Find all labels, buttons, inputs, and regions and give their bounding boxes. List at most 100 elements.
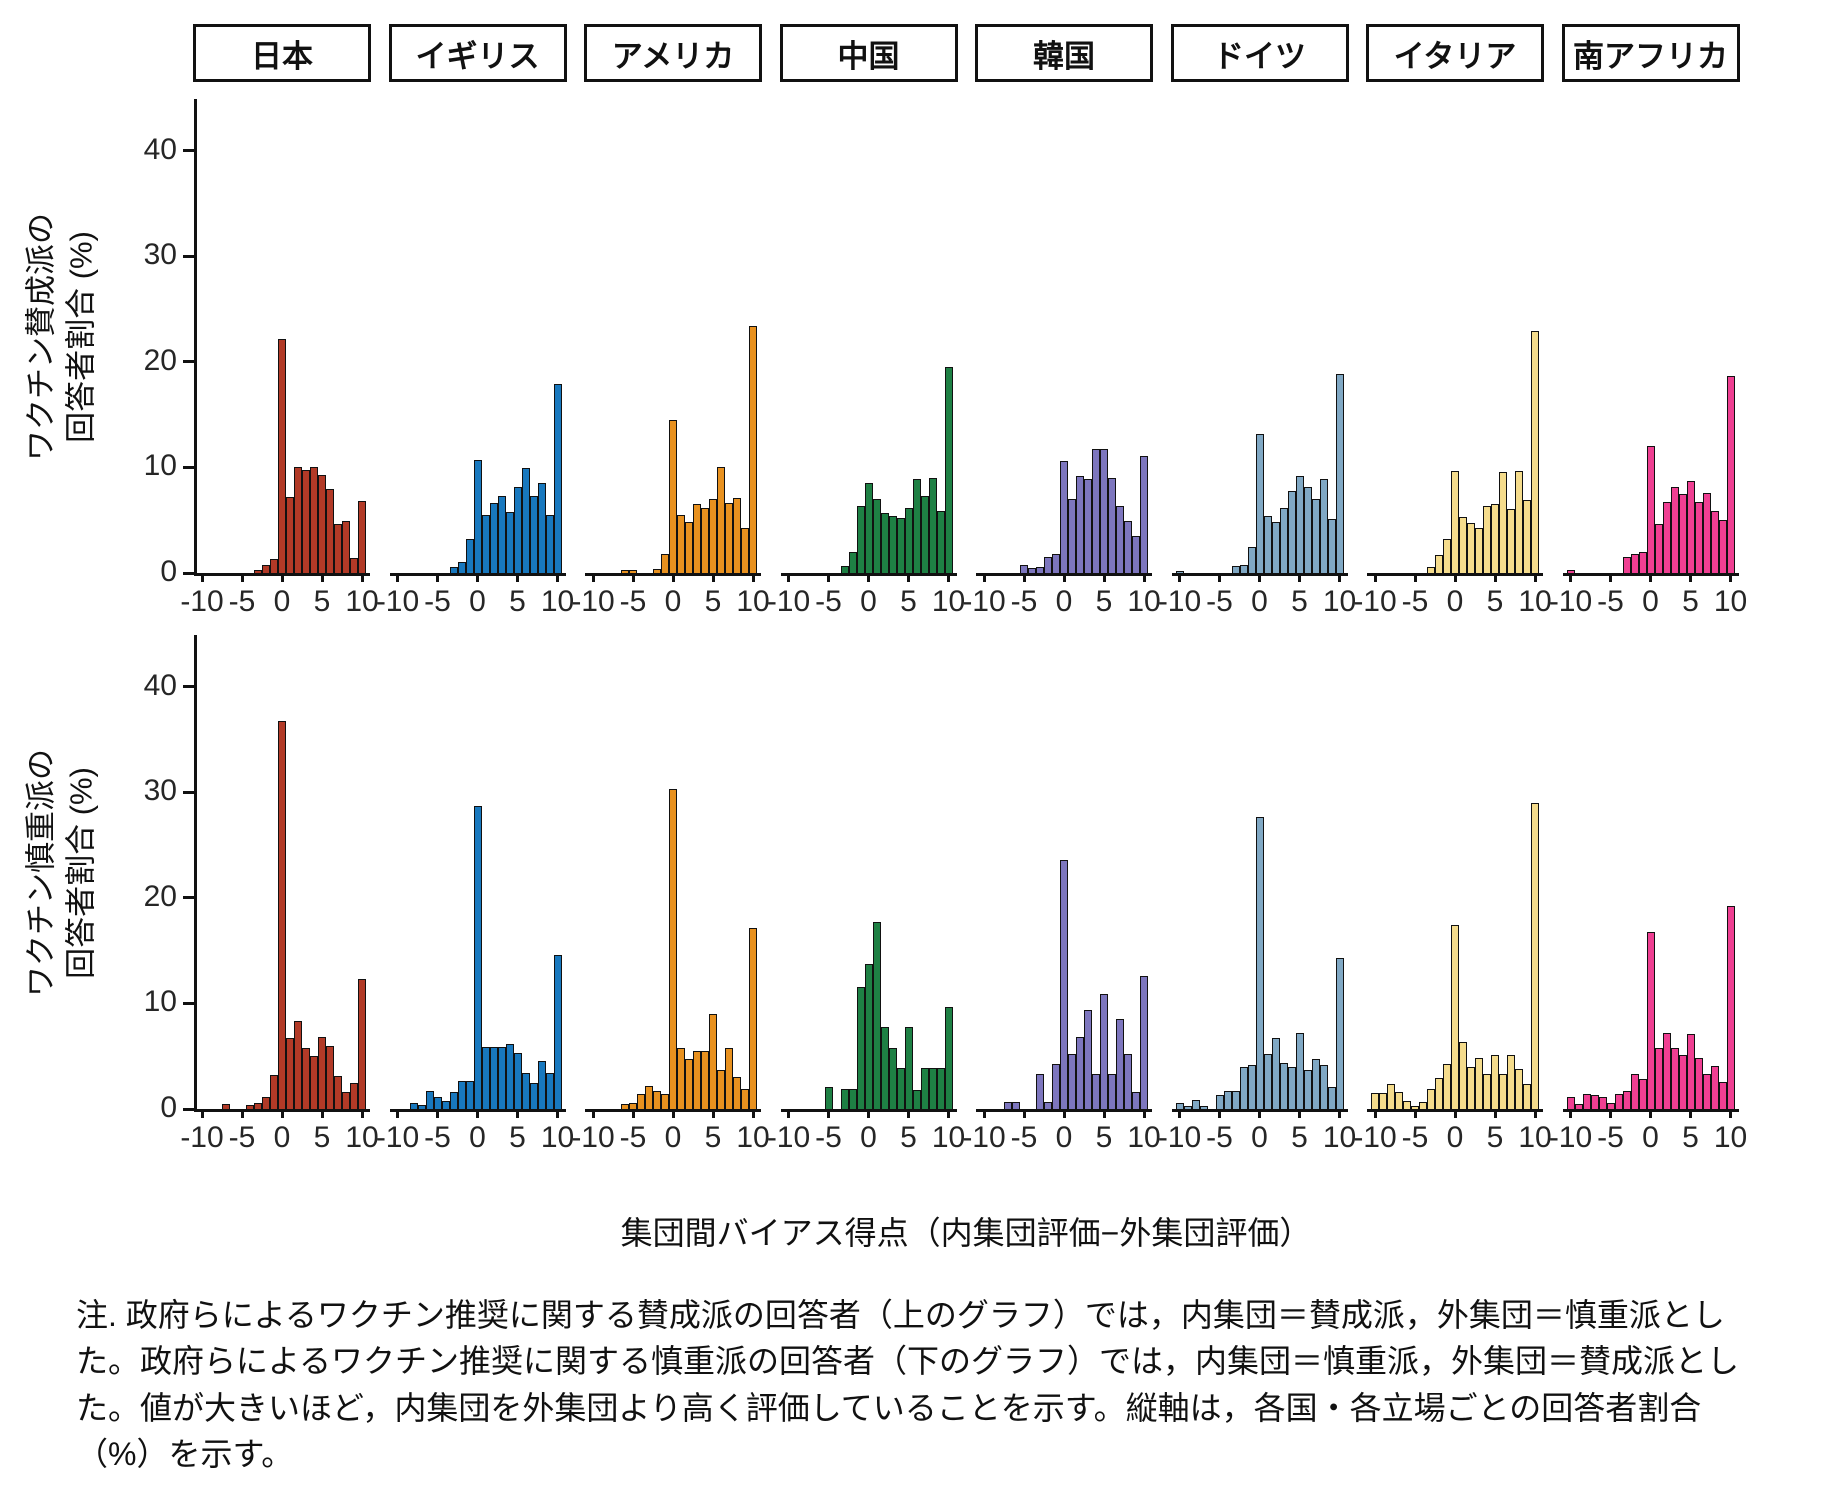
histogram-bar (417, 1104, 426, 1109)
y-axis-title-bottom-line1: ワクチン慎重派の (23, 749, 59, 997)
x-tick-mark (1338, 1109, 1341, 1118)
histogram-bar (920, 495, 929, 573)
x-tick-label: 10 (931, 1121, 966, 1154)
x-tick-mark (1689, 573, 1692, 582)
histogram-bar (693, 504, 701, 573)
histogram-panel: -10 -5 0 5 10 (571, 101, 770, 618)
x-tick-label: -10 (180, 1121, 224, 1154)
histogram-bar (1630, 1074, 1639, 1109)
histogram-bar (1028, 567, 1036, 573)
histogram-bar (278, 721, 286, 1109)
histogram-bar (1670, 1047, 1679, 1109)
histogram-bar (1012, 1101, 1020, 1109)
x-tick-mark (751, 573, 755, 582)
histogram-bar (457, 1080, 466, 1109)
y-axis-title-top-line1: ワクチン賛成派の (23, 213, 59, 461)
histogram-bar (489, 503, 498, 573)
histogram-bar (944, 1006, 953, 1109)
histogram-bar (441, 1100, 450, 1109)
x-tick-label: 5 (1682, 1121, 1699, 1154)
x-tick-label: 10 (540, 585, 575, 618)
x-tick-label: -5 (424, 585, 451, 618)
histogram-bar (1435, 555, 1443, 573)
histogram-bar (342, 521, 350, 573)
histogram-bar (1638, 551, 1647, 573)
histogram-bar (1108, 1074, 1116, 1109)
histogram-bar (749, 325, 757, 573)
x-tick-mark (1373, 1109, 1377, 1118)
histogram-bar (653, 568, 661, 573)
x-tick-label: -10 (180, 585, 224, 618)
histogram-bar (1694, 1058, 1703, 1109)
histogram-bar (246, 1104, 254, 1109)
facet-label-4: 中国 (779, 24, 958, 82)
histogram-bar (1475, 527, 1483, 573)
x-tick-label: 0 (273, 585, 291, 618)
histogram-bar (537, 1061, 546, 1109)
histogram-bar (465, 539, 474, 573)
histogram-bar (880, 512, 889, 573)
histogram-bar (310, 467, 318, 573)
histogram-bar (621, 569, 629, 573)
histogram-bar (936, 510, 945, 573)
x-tick-mark (631, 573, 635, 582)
histogram-bar (1036, 1074, 1044, 1109)
histogram-bar (1004, 1101, 1012, 1109)
x-tick-label: 5 (1095, 585, 1113, 618)
x-tick-mark (396, 1109, 399, 1118)
x-tick-label: -5 (815, 1121, 842, 1154)
histogram-bar (733, 498, 741, 573)
histogram-bar (912, 479, 921, 573)
histogram-bar (717, 467, 725, 573)
histogram-bar (1068, 499, 1076, 573)
x-tick-label: 0 (1446, 1121, 1464, 1154)
x-tick-mark (1062, 573, 1066, 582)
x-tick-label: 0 (1055, 585, 1073, 618)
x-tick-label: 10 (1127, 1121, 1161, 1154)
histogram-bar (1566, 1097, 1575, 1109)
x-tick-label: -10 (1353, 585, 1397, 618)
histogram-bar (1459, 1042, 1467, 1109)
x-tick-mark (1258, 1109, 1261, 1118)
x-tick-mark (907, 573, 910, 582)
histogram-bar (1718, 520, 1727, 573)
histogram-bar (1175, 570, 1184, 573)
histogram-bar (1247, 546, 1256, 573)
histogram-bar (661, 554, 669, 573)
histogram-bar (1427, 566, 1435, 573)
histogram-bar (637, 1094, 645, 1109)
x-tick-label: 10 (1322, 1121, 1357, 1154)
histogram-panel: -10 -5 0 5 10 (376, 101, 574, 618)
x-tick-mark (671, 1109, 675, 1118)
histogram-bar (513, 487, 522, 573)
x-tick-label: -5 (815, 585, 842, 618)
histogram-bar (1515, 470, 1523, 573)
histogram-bar (1303, 1069, 1312, 1109)
histogram-bar (270, 559, 278, 573)
histogram-bar (848, 1088, 857, 1109)
x-tick-mark (982, 1109, 986, 1118)
x-tick-label: 5 (313, 1121, 331, 1154)
histogram-bar (254, 569, 262, 573)
x-tick-mark (1298, 573, 1301, 582)
x-tick-label: 0 (860, 1121, 877, 1154)
histogram-bar (685, 522, 693, 573)
histogram-bar (1451, 470, 1459, 573)
y-axis-line (194, 635, 197, 1112)
histogram-bar (1523, 500, 1531, 573)
histogram-panel: -10 -5 0 5 10 (962, 637, 1161, 1154)
histogram-bar (1499, 471, 1507, 573)
histogram-bar (1215, 1095, 1224, 1109)
histogram-bar (1582, 1094, 1591, 1109)
histogram-bar (645, 1085, 653, 1109)
x-tick-label: 5 (509, 1121, 526, 1154)
x-tick-label: 0 (469, 1121, 486, 1154)
x-tick-mark (476, 573, 479, 582)
histogram-bar (521, 1073, 530, 1109)
histogram-bar (1287, 490, 1296, 573)
y-axis-title-top-line2: 回答者割合 (%) (64, 231, 99, 443)
x-tick-mark (1649, 573, 1652, 582)
histogram-bar (1507, 508, 1515, 573)
x-tick-mark (1689, 1109, 1692, 1118)
histogram-bar (1726, 906, 1735, 1109)
